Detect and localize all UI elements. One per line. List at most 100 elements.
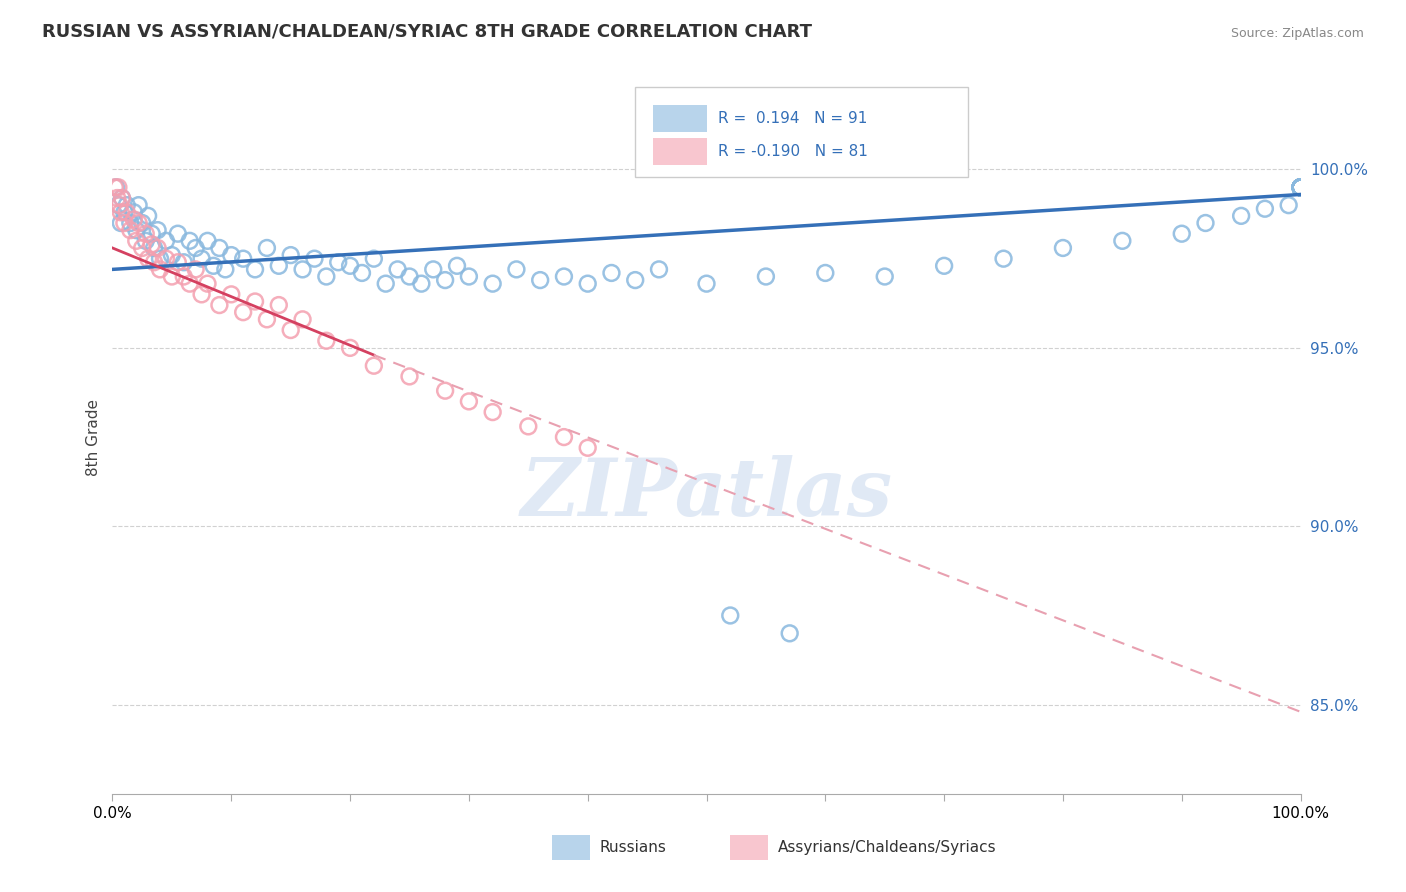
Point [107, 198, 129, 212]
Text: ZIPatlas: ZIPatlas [520, 456, 893, 533]
Point [1289, 180, 1312, 194]
Point [112, 205, 135, 219]
Point [304, 252, 326, 266]
Point [179, 277, 201, 291]
Point [166, 227, 188, 241]
Point [1289, 180, 1312, 194]
Point [458, 269, 481, 284]
Point [398, 369, 420, 384]
Point [1289, 180, 1312, 194]
Point [291, 262, 314, 277]
Point [267, 259, 290, 273]
Point [1254, 202, 1277, 216]
Point [125, 223, 148, 237]
Text: Assyrians/Chaldeans/Syriacs: Assyrians/Chaldeans/Syriacs [778, 840, 997, 855]
Bar [730, 835, 768, 860]
Point [104, 180, 127, 194]
Point [131, 241, 153, 255]
Point [505, 262, 527, 277]
Point [576, 441, 599, 455]
Point [1289, 180, 1312, 194]
Point [160, 269, 183, 284]
Point [120, 216, 142, 230]
Point [1289, 180, 1312, 194]
Point [190, 287, 212, 301]
Point [873, 269, 896, 284]
Point [143, 255, 166, 269]
Point [110, 205, 132, 219]
Point [149, 262, 172, 277]
Point [934, 259, 956, 273]
Text: Source: ZipAtlas.com: Source: ZipAtlas.com [1230, 27, 1364, 40]
Point [993, 252, 1015, 266]
Point [166, 255, 188, 269]
Point [219, 287, 242, 301]
Point [315, 334, 337, 348]
Point [128, 216, 150, 230]
Point [135, 234, 157, 248]
Point [328, 255, 350, 269]
Point [1289, 180, 1312, 194]
Point [219, 248, 242, 262]
Point [125, 234, 148, 248]
Point [135, 227, 157, 241]
Point [411, 277, 433, 291]
Bar [553, 835, 591, 860]
Point [422, 262, 444, 277]
Point [600, 266, 623, 280]
Point [110, 216, 132, 230]
Point [1289, 180, 1312, 194]
Point [553, 430, 575, 444]
Point [214, 262, 236, 277]
Point [1289, 180, 1312, 194]
Point [131, 216, 153, 230]
Point [115, 205, 138, 219]
Point [232, 305, 254, 319]
Point [387, 262, 409, 277]
Point [243, 262, 266, 277]
Point [363, 252, 385, 266]
Point [1289, 180, 1312, 194]
Point [363, 359, 385, 373]
Point [1111, 234, 1133, 248]
Point [624, 273, 647, 287]
Point [179, 234, 201, 248]
Point [173, 269, 195, 284]
Point [1052, 241, 1074, 255]
Point [146, 241, 169, 255]
Point [1289, 180, 1312, 194]
Point [1170, 227, 1192, 241]
Point [208, 241, 231, 255]
Point [434, 273, 457, 287]
Point [481, 277, 503, 291]
Point [1278, 198, 1301, 212]
Point [197, 234, 219, 248]
Point [1289, 180, 1312, 194]
Point [1289, 180, 1312, 194]
Text: R = -0.190   N = 81: R = -0.190 N = 81 [718, 145, 869, 159]
Point [173, 255, 195, 269]
Point [256, 241, 278, 255]
Point [315, 269, 337, 284]
Point [128, 198, 150, 212]
Point [208, 298, 231, 312]
Point [160, 248, 183, 262]
Point [280, 323, 302, 337]
Point [517, 419, 540, 434]
Point [190, 252, 212, 266]
Point [232, 252, 254, 266]
Point [280, 248, 302, 262]
Text: Russians: Russians [599, 840, 666, 855]
Point [267, 298, 290, 312]
Point [696, 277, 718, 291]
Bar [652, 104, 707, 132]
Point [576, 277, 599, 291]
Point [108, 198, 131, 212]
Point [481, 405, 503, 419]
Point [107, 180, 129, 194]
Point [197, 277, 219, 291]
Point [648, 262, 671, 277]
Point [122, 212, 145, 227]
Y-axis label: 8th Grade: 8th Grade [86, 399, 101, 475]
Point [256, 312, 278, 326]
